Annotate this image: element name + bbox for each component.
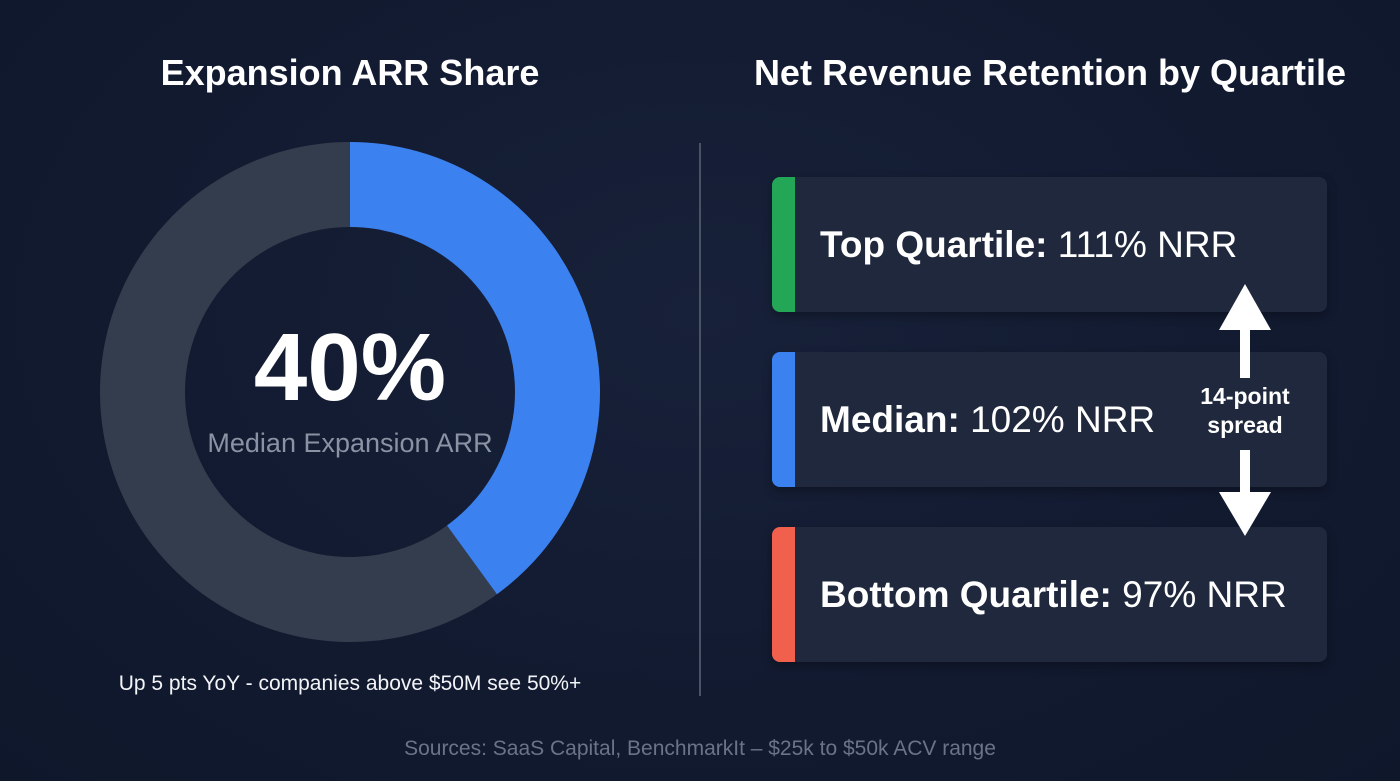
arrow-down-icon [1219,450,1271,536]
card-value: 97% NRR [1122,574,1287,615]
card-top-quartile: Top Quartile: 111% NRR [772,177,1327,312]
arrow-up-icon [1219,284,1271,378]
card-accent [772,177,795,312]
card-median: Median: 102% NRR [772,352,1327,487]
card-bottom-quartile: Bottom Quartile: 97% NRR [772,527,1327,662]
divider [699,143,701,696]
donut-center-label: Median Expansion ARR [207,428,493,458]
spread-arrows [1219,284,1271,536]
donut-chart [100,142,601,642]
nrr-title: Net Revenue Retention by Quartile [753,52,1347,93]
card-value: 111% NRR [1057,224,1238,265]
donut-title: Expansion ARR Share [160,52,540,93]
spread-label: 14-point spread [1200,383,1290,438]
donut-slice-expansion [350,142,601,595]
donut-slice-other [100,142,497,642]
sources: Sources: SaaS Capital, BenchmarkIt – $25… [404,737,996,760]
donut-note: Up 5 pts YoY - companies above $50M see … [118,672,582,695]
card-label: Median: [820,399,960,440]
donut-center-value: 40% [253,314,447,421]
card-label: Bottom Quartile: [820,574,1112,615]
card-value: 102% NRR [970,399,1156,440]
card-accent [772,527,795,662]
card-accent [772,352,795,487]
card-label: Top Quartile: [820,224,1048,265]
